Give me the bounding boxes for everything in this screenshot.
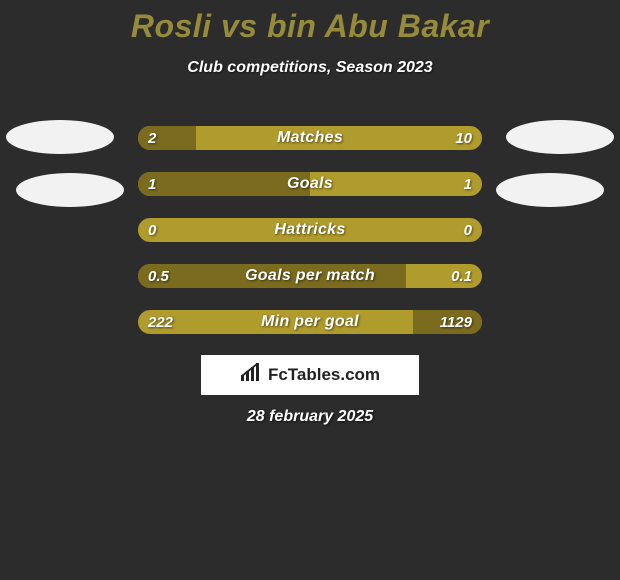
- stat-value-right: 1: [464, 172, 472, 196]
- stat-label: Min per goal: [138, 310, 482, 334]
- logo-chart-icon: [240, 363, 262, 388]
- stats-bars: 2Matches101Goals10Hattricks00.5Goals per…: [138, 126, 482, 356]
- stat-value-right: 10: [455, 126, 472, 150]
- stat-value-right: 1129: [440, 310, 472, 334]
- stat-label: Hattricks: [138, 218, 482, 242]
- stat-bar: 2Matches10: [138, 126, 482, 150]
- avatar-player1-flag: [16, 173, 124, 207]
- logo-box[interactable]: FcTables.com: [201, 355, 419, 395]
- stat-value-right: 0.1: [451, 264, 472, 288]
- stat-bar: 1Goals1: [138, 172, 482, 196]
- avatar-player2-photo: [506, 120, 614, 154]
- stat-label: Goals per match: [138, 264, 482, 288]
- avatar-player1-photo: [6, 120, 114, 154]
- subtitle: Club competitions, Season 2023: [0, 59, 620, 77]
- logo-text: FcTables.com: [268, 365, 380, 385]
- stat-label: Matches: [138, 126, 482, 150]
- stat-bar: 222Min per goal1129: [138, 310, 482, 334]
- stat-bar: 0.5Goals per match0.1: [138, 264, 482, 288]
- stat-value-right: 0: [464, 218, 472, 242]
- stat-bar: 0Hattricks0: [138, 218, 482, 242]
- page-title: Rosli vs bin Abu Bakar: [0, 0, 620, 45]
- stat-label: Goals: [138, 172, 482, 196]
- avatar-player2-flag: [496, 173, 604, 207]
- date-line: 28 february 2025: [0, 408, 620, 426]
